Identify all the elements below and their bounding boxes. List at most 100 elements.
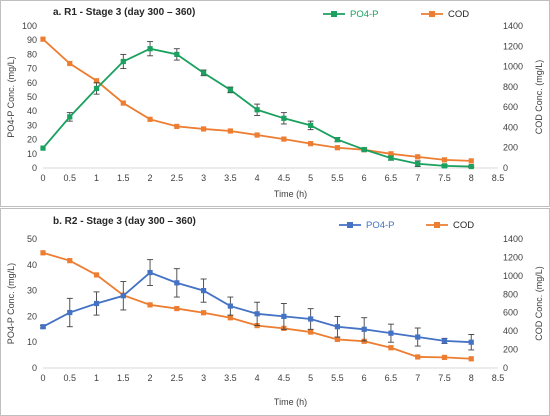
data-point-po4-p	[93, 300, 100, 307]
y2-tick-label: 0	[503, 163, 508, 173]
x-tick-label: 8.5	[492, 373, 505, 383]
y2-tick-label: 800	[503, 289, 518, 299]
data-point-po4-p	[415, 161, 421, 167]
data-point-po4-p	[147, 269, 153, 276]
x-tick-label: 8.5	[492, 173, 505, 183]
x-tick-label: 4.5	[278, 373, 291, 383]
data-point-po4-p	[67, 309, 73, 316]
y-tick-label: 20	[27, 311, 37, 321]
data-point-cod	[388, 151, 394, 157]
data-point-cod	[227, 128, 233, 134]
series-line-cod	[42, 38, 472, 162]
data-point-cod	[415, 354, 421, 360]
data-point-cod	[120, 100, 126, 106]
x-tick-label: 1	[94, 173, 99, 183]
data-point-po4-p	[227, 87, 233, 93]
data-point-cod	[174, 123, 180, 130]
data-point-cod	[93, 78, 100, 84]
chart-r2: b. R2 - Stage 3 (day 300 – 360) 0 0.5 1 1.5 2…	[6, 216, 544, 407]
x-tick-label: 2.5	[171, 373, 184, 383]
y2-tick-label: 400	[503, 122, 518, 132]
data-point-po4-p	[361, 146, 367, 153]
x-tick-label: 7.5	[438, 173, 451, 183]
y2-tick-label: 1400	[503, 21, 523, 31]
x-tick-label: 3	[201, 373, 206, 383]
y2-axis-title: COD Conc. (mg/L)	[534, 266, 544, 341]
y2-tick-label: 200	[503, 345, 518, 355]
x-tick-label: 3	[201, 173, 206, 183]
data-point-cod	[468, 158, 474, 164]
data-point-po4-p	[93, 85, 100, 92]
x-tick-label: 2.5	[171, 173, 184, 183]
data-point-po4-p	[308, 122, 314, 128]
legend-label-po4-p: PO4-P	[350, 9, 379, 20]
legend-label-cod: COD	[448, 9, 469, 20]
data-point-po4-p	[334, 137, 341, 143]
data-point-cod	[468, 356, 474, 362]
x-tick-label: 3.5	[224, 373, 237, 383]
chart-panel-r2: b. R2 - Stage 3 (day 300 – 360) 0 0.5 1 1.5 2…	[0, 208, 550, 416]
x-tick-label: 2	[148, 173, 153, 183]
data-point-po4-p	[200, 70, 207, 76]
data-point-cod	[200, 310, 207, 316]
data-point-po4-p	[120, 58, 126, 65]
y-tick-label: 40	[27, 106, 37, 116]
x-tick-label: 4.5	[278, 173, 291, 183]
y-tick-label: 0	[32, 363, 37, 373]
data-point-cod	[334, 145, 341, 151]
x-tick-label: 6	[362, 373, 367, 383]
y-tick-label: 60	[27, 78, 37, 88]
data-point-po4-p	[174, 280, 180, 286]
data-point-po4-p	[40, 324, 46, 330]
data-point-cod	[227, 315, 233, 321]
data-point-cod	[40, 250, 46, 256]
data-point-po4-p	[200, 288, 207, 294]
data-point-cod	[40, 36, 46, 42]
x-tick-label: 8	[469, 373, 474, 383]
data-point-po4-p	[254, 311, 260, 317]
y2-tick-label: 600	[503, 102, 518, 112]
y-tick-label: 40	[27, 260, 37, 270]
data-point-po4-p	[227, 303, 233, 309]
data-point-po4-p	[40, 145, 46, 151]
x-tick-label: 7.5	[438, 373, 451, 383]
data-point-po4-p	[415, 334, 421, 340]
x-axis-title: Time (h)	[274, 189, 307, 199]
x-tick-label: 2	[148, 373, 153, 383]
data-point-po4-p	[441, 338, 448, 344]
chart-r1: a. R1 - Stage 3 (day 300 – 360) 0 0.5 1 1.5 2…	[6, 7, 544, 199]
y2-tick-label: 1200	[503, 252, 523, 262]
y-tick-label: 50	[27, 92, 37, 102]
chart-panel-r1: a. R1 - Stage 3 (day 300 – 360) 0 0.5 1 1.5 2…	[0, 0, 550, 207]
data-point-cod	[415, 154, 421, 160]
x-tick-label: 5.5	[331, 173, 344, 183]
y-tick-label: 100	[22, 21, 37, 31]
y-axis-title: PO4-P Conc. (mg/L)	[6, 263, 16, 344]
data-point-cod	[308, 329, 314, 335]
data-point-cod	[67, 60, 73, 67]
y-tick-label: 50	[27, 234, 37, 244]
x-tick-label: 8	[469, 173, 474, 183]
legend-marker-po4-p	[331, 11, 337, 17]
x-tick-label: 0	[40, 373, 45, 383]
data-point-po4-p	[147, 46, 153, 52]
legend-label-cod: COD	[453, 220, 474, 231]
y-tick-label: 10	[27, 149, 37, 159]
data-point-cod	[388, 345, 394, 351]
chart-title: b. R2 - Stage 3 (day 300 – 360)	[53, 216, 196, 227]
data-point-cod	[281, 136, 287, 142]
data-point-po4-p	[281, 115, 287, 121]
y2-tick-label: 1400	[503, 234, 523, 244]
chart-title: a. R1 - Stage 3 (day 300 – 360)	[53, 7, 195, 18]
data-point-cod	[93, 272, 100, 278]
y-tick-label: 20	[27, 135, 37, 145]
x-tick-label: 5.5	[331, 373, 344, 383]
x-tick-label: 1	[94, 373, 99, 383]
data-point-po4-p	[468, 339, 474, 345]
x-tick-label: 1.5	[117, 373, 130, 383]
data-point-cod	[441, 354, 448, 361]
y2-tick-label: 800	[503, 82, 518, 92]
data-point-cod	[147, 302, 153, 308]
y-tick-label: 30	[27, 120, 37, 130]
x-tick-label: 0	[40, 173, 45, 183]
